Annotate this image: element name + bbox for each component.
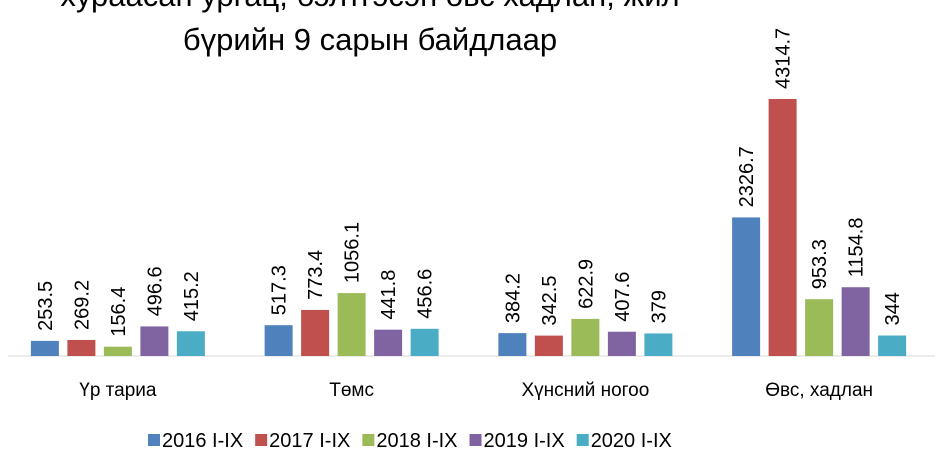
data-label: 342.5 (539, 276, 561, 326)
data-label: 2326.7 (736, 146, 758, 207)
data-label: 496.6 (144, 266, 166, 316)
data-label: 773.4 (305, 250, 327, 300)
bar (67, 339, 96, 356)
data-label: 1154.8 (846, 218, 868, 278)
data-label: 441.8 (378, 270, 400, 320)
data-label: 1056.1 (342, 222, 364, 283)
data-label: 953.3 (809, 239, 831, 289)
bar (878, 335, 907, 356)
bar (103, 346, 132, 356)
x-tick-label: Хүнсний ногоо (521, 380, 649, 401)
bar (30, 340, 59, 356)
data-label: 384.2 (502, 273, 524, 323)
x-tick-label: Төмс (329, 380, 374, 401)
x-tick-label: Үр тариа (79, 380, 157, 401)
data-label: 253.5 (35, 281, 57, 331)
bar (607, 331, 636, 356)
chart-title: бүрийн 9 сарын байдлаар (183, 22, 557, 57)
legend-swatch (469, 434, 482, 446)
data-label: 156.4 (108, 287, 130, 337)
legend-swatch (362, 434, 375, 446)
bar (337, 293, 366, 356)
data-label: 269.2 (71, 280, 93, 330)
bar (301, 309, 330, 356)
legend-swatch (148, 434, 160, 446)
x-tick-label: Өвс, хадлан (765, 380, 873, 401)
bar (644, 333, 673, 356)
legend-swatch (255, 434, 268, 446)
bar (410, 328, 439, 356)
bar (498, 333, 527, 356)
legend-label: 2017 I-IX (269, 430, 350, 450)
data-label: 379 (648, 290, 670, 323)
bar (176, 331, 205, 356)
legend-label: 2020 I-IX (591, 430, 672, 450)
bar (841, 287, 870, 356)
bar (768, 99, 797, 356)
data-label: 622.9 (575, 259, 597, 309)
data-label: 517.3 (269, 265, 291, 315)
bar (264, 325, 293, 356)
bar (534, 335, 563, 356)
bar (140, 326, 169, 356)
chart-title: хураасан ургац, бэлтгэсэн өвс хадлан, жи… (60, 0, 679, 13)
data-label: 344 (882, 292, 904, 325)
legend-swatch (576, 434, 589, 446)
legend-label: 2018 I-IX (376, 430, 457, 450)
bar (571, 318, 600, 356)
data-label: 456.6 (415, 269, 437, 319)
data-label: 415.2 (181, 271, 203, 321)
bar (732, 217, 761, 356)
bar (374, 329, 403, 356)
data-label: 4314.7 (773, 28, 795, 89)
data-label: 407.6 (612, 272, 634, 322)
bar (805, 299, 834, 356)
legend-label: 2019 I-IX (484, 430, 565, 450)
legend-label: 2016 I-IX (162, 430, 243, 450)
legend: 2016 I-IX 2017 I-IX 2018 I-IX 2019 I-IX 2020… (148, 430, 672, 450)
